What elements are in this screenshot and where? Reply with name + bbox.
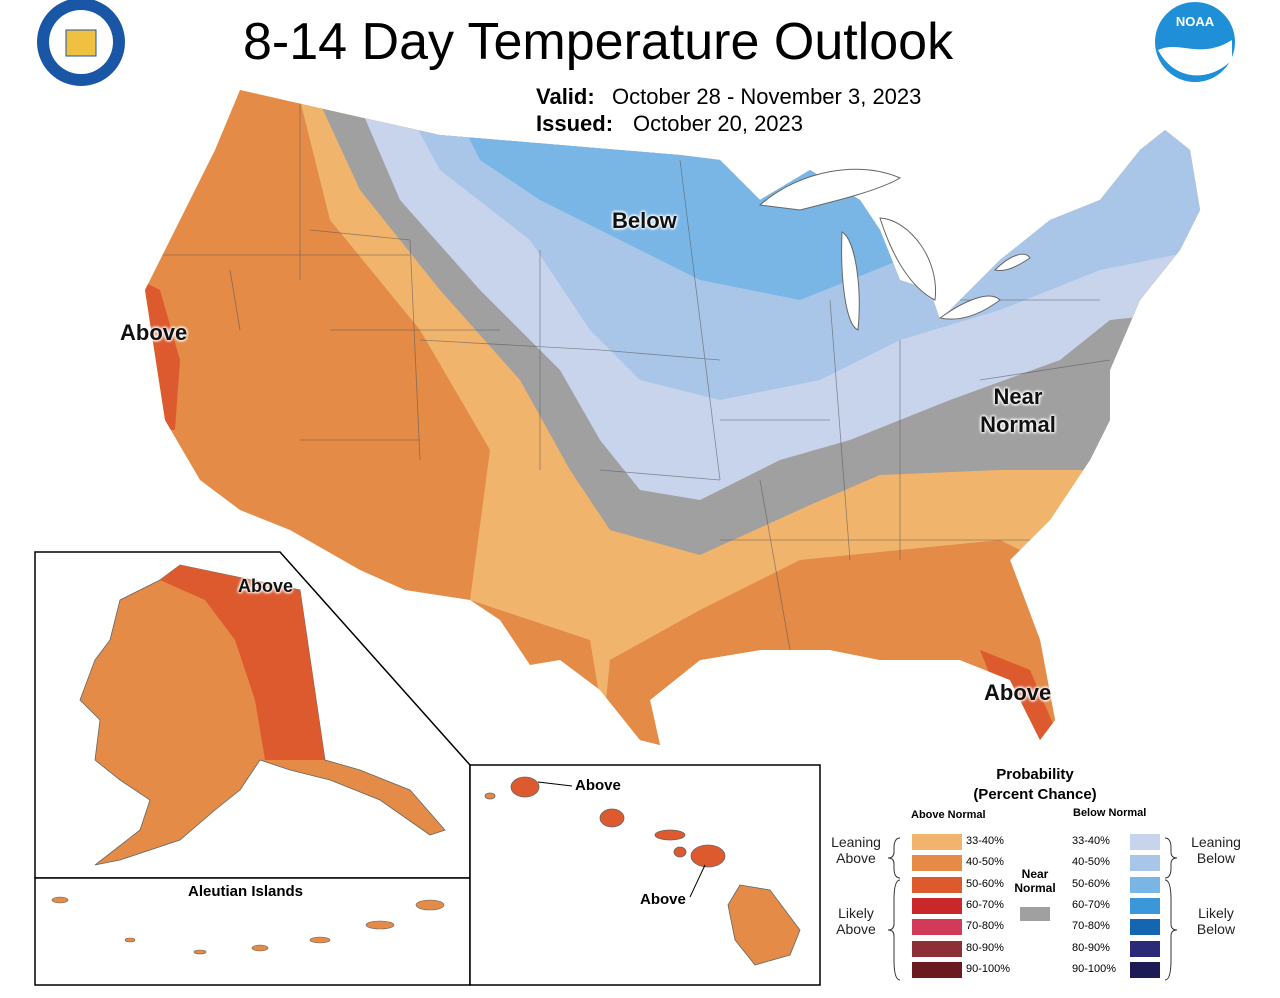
- legend-bin-label: 40-50%: [966, 856, 1004, 869]
- issued-date: October 20, 2023: [633, 111, 804, 136]
- noaa-logo: NOAA: [1155, 2, 1235, 82]
- legend-bin-label: 70-80%: [966, 920, 1004, 933]
- aleutian-inset: [34, 877, 471, 986]
- great-lakes: [758, 168, 1031, 331]
- map-label: Below: [612, 208, 677, 233]
- legend-swatch: [1130, 876, 1160, 893]
- legend-swatch: [912, 876, 962, 893]
- legend-swatch: [1130, 961, 1160, 978]
- legend-bin-label: 80-90%: [1072, 941, 1110, 954]
- hawaii-islands: [484, 776, 801, 966]
- hawaii-label: Above: [640, 891, 686, 908]
- legend-swatch: [912, 919, 962, 936]
- noaa-text: NOAA: [1176, 14, 1215, 29]
- legend-bin-label: 90-100%: [1072, 962, 1117, 975]
- legend-bin-label: 40-50%: [1072, 856, 1110, 869]
- legend-bin-label: 80-90%: [966, 941, 1004, 954]
- aleutian-islands: [51, 896, 445, 955]
- map-label: Near Normal: [980, 384, 1056, 437]
- legend-near-swatch: [1020, 907, 1050, 921]
- legend-bin-label: 90-100%: [966, 962, 1011, 975]
- legend-bin-label: 33-40%: [1072, 835, 1110, 847]
- legend-swatch: [912, 961, 962, 978]
- legend-swatch: [912, 855, 962, 872]
- legend-bin-label: 50-60%: [966, 877, 1004, 890]
- legend-bin-label: 50-60%: [1072, 877, 1110, 890]
- map-label: Above: [984, 680, 1052, 705]
- hawaii-leaders: [537, 781, 706, 898]
- map-label: Above: [238, 576, 294, 596]
- legend-group: Likely Below: [1196, 905, 1236, 937]
- legend-title: Probability: [996, 766, 1074, 783]
- legend-header: Below Normal: [1073, 807, 1147, 819]
- legend-bin-label: 33-40%: [966, 835, 1004, 847]
- legend-bin-label: 70-80%: [1072, 920, 1110, 933]
- valid-dates: October 28 - November 3, 2023: [612, 84, 922, 109]
- aleutian-title: Aleutian Islands: [188, 883, 304, 900]
- legend-swatch: [912, 834, 962, 850]
- map-label: Above: [120, 320, 188, 345]
- legend-swatch: [912, 940, 962, 957]
- legend-graphics: [887, 837, 1178, 981]
- legend-near-label: Near Normal: [1014, 867, 1056, 895]
- commerce-seal: [37, 0, 125, 86]
- legend-bin-label: 60-70%: [1072, 898, 1110, 911]
- legend-header: Above Normal: [911, 809, 986, 821]
- legend-swatch: [1130, 834, 1160, 850]
- legend-swatch: [1130, 919, 1160, 936]
- legend-subtitle: (Percent Chance): [973, 786, 1097, 803]
- legend-swatch: [912, 897, 962, 914]
- hawaii-label: Above: [575, 777, 621, 794]
- valid-label: Valid:: [536, 84, 595, 109]
- alaska-above-region: [160, 565, 325, 760]
- legend-swatch: [1130, 940, 1160, 957]
- legend-group: Leaning Above: [831, 834, 881, 866]
- legend-swatch: [1130, 897, 1160, 914]
- title: 8-14 Day Temperature Outlook: [243, 13, 954, 71]
- legend-group: Likely Above: [836, 905, 876, 937]
- legend-group: Leaning Below: [1191, 834, 1241, 866]
- legend-bin-label: 60-70%: [966, 898, 1004, 911]
- issued-label: Issued:: [536, 111, 614, 136]
- legend-swatch: [1130, 855, 1160, 872]
